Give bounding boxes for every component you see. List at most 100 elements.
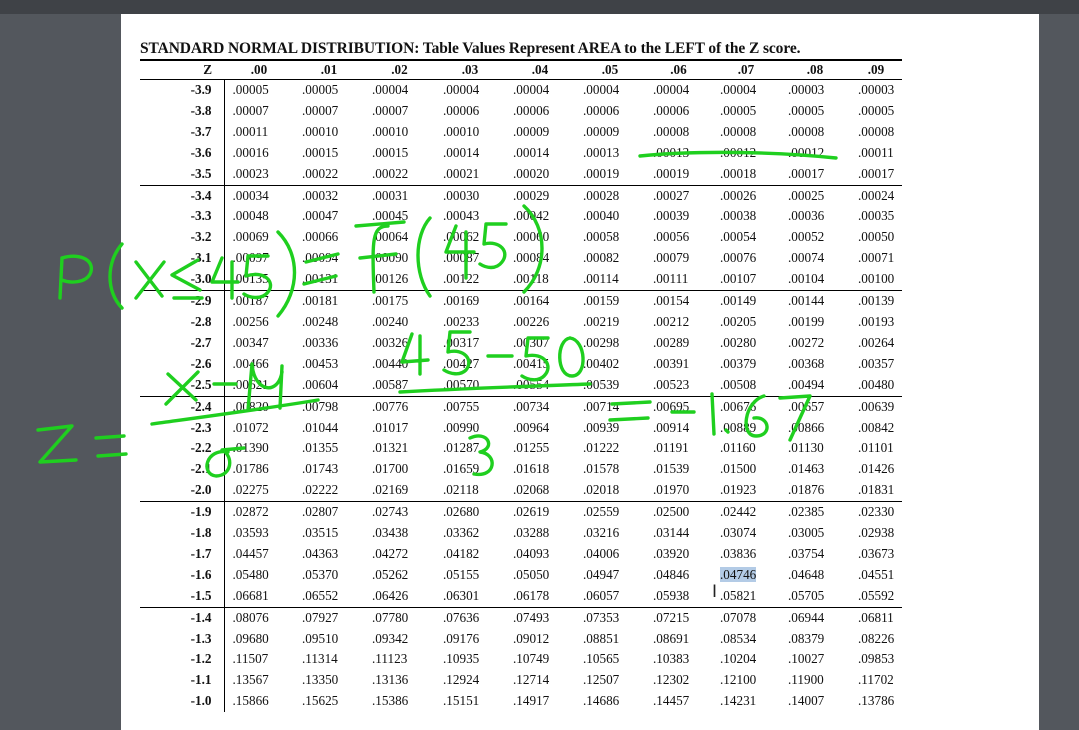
- probability-cell[interactable]: .01426: [850, 459, 902, 480]
- probability-cell[interactable]: .04648: [780, 565, 850, 586]
- probability-cell[interactable]: .00007: [294, 101, 364, 122]
- probability-cell[interactable]: .00842: [850, 418, 902, 439]
- probability-cell[interactable]: .14686: [575, 691, 645, 712]
- probability-cell[interactable]: .00021: [435, 164, 505, 185]
- probability-cell[interactable]: .00289: [645, 333, 712, 354]
- probability-cell[interactable]: .10749: [505, 649, 575, 670]
- probability-cell[interactable]: .10383: [645, 649, 712, 670]
- probability-cell[interactable]: .00050: [850, 227, 902, 248]
- probability-cell[interactable]: .12714: [505, 670, 575, 691]
- probability-cell[interactable]: .00060: [505, 227, 575, 248]
- probability-cell[interactable]: .13567: [224, 670, 294, 691]
- probability-cell[interactable]: .00006: [575, 101, 645, 122]
- probability-cell[interactable]: .06811: [850, 606, 902, 629]
- probability-cell[interactable]: .00379: [712, 354, 780, 375]
- probability-cell[interactable]: .15866: [224, 691, 294, 712]
- probability-cell[interactable]: .08691: [645, 629, 712, 650]
- probability-cell[interactable]: .00539: [575, 375, 645, 396]
- probability-cell[interactable]: .02330: [850, 501, 902, 524]
- probability-cell[interactable]: .00776: [364, 395, 435, 418]
- probability-cell[interactable]: .00003: [850, 80, 902, 101]
- probability-cell[interactable]: .13136: [364, 670, 435, 691]
- probability-cell[interactable]: .00570: [435, 375, 505, 396]
- probability-cell[interactable]: .00187: [224, 290, 294, 312]
- probability-cell[interactable]: .00004: [435, 80, 505, 101]
- probability-cell[interactable]: .10565: [575, 649, 645, 670]
- probability-cell[interactable]: .00139: [850, 290, 902, 312]
- probability-cell[interactable]: .02118: [435, 480, 505, 501]
- probability-cell[interactable]: .06944: [780, 606, 850, 629]
- probability-cell[interactable]: .10204: [712, 649, 780, 670]
- probability-cell[interactable]: .00066: [294, 227, 364, 248]
- probability-cell[interactable]: .00012: [712, 143, 780, 164]
- probability-cell[interactable]: .00015: [364, 143, 435, 164]
- probability-cell[interactable]: .03216: [575, 523, 645, 544]
- probability-cell[interactable]: .00005: [294, 80, 364, 101]
- probability-cell[interactable]: .00056: [645, 227, 712, 248]
- probability-cell[interactable]: .00005: [224, 80, 294, 101]
- probability-cell[interactable]: .00714: [575, 395, 645, 418]
- probability-cell[interactable]: .15151: [435, 691, 505, 712]
- probability-cell[interactable]: .00453: [294, 354, 364, 375]
- probability-cell[interactable]: .00022: [364, 164, 435, 185]
- probability-cell[interactable]: .00076: [712, 248, 780, 269]
- probability-cell[interactable]: .01876: [780, 480, 850, 501]
- probability-cell[interactable]: .00676: [712, 395, 780, 418]
- probability-cell[interactable]: .00131: [294, 269, 364, 290]
- probability-cell[interactable]: .00034: [224, 184, 294, 207]
- probability-cell[interactable]: .00014: [435, 143, 505, 164]
- probability-cell[interactable]: .00415: [505, 354, 575, 375]
- probability-cell[interactable]: .00212: [645, 312, 712, 333]
- probability-cell[interactable]: .00914: [645, 418, 712, 439]
- probability-cell[interactable]: .09510: [294, 629, 364, 650]
- probability-cell[interactable]: .10027: [780, 649, 850, 670]
- probability-cell[interactable]: .00006: [505, 101, 575, 122]
- probability-cell[interactable]: .02275: [224, 480, 294, 501]
- probability-cell[interactable]: .04272: [364, 544, 435, 565]
- probability-cell[interactable]: .03362: [435, 523, 505, 544]
- probability-cell[interactable]: .00889: [712, 418, 780, 439]
- probability-cell[interactable]: .13786: [850, 691, 902, 712]
- probability-cell[interactable]: .00126: [364, 269, 435, 290]
- probability-cell[interactable]: .00022: [294, 164, 364, 185]
- probability-cell[interactable]: .00604: [294, 375, 364, 396]
- probability-cell[interactable]: .00035: [850, 206, 902, 227]
- probability-cell[interactable]: .00019: [575, 164, 645, 185]
- probability-cell[interactable]: .00402: [575, 354, 645, 375]
- probability-cell[interactable]: .00082: [575, 248, 645, 269]
- probability-cell[interactable]: .03754: [780, 544, 850, 565]
- probability-cell[interactable]: .00104: [780, 269, 850, 290]
- probability-cell[interactable]: .00219: [575, 312, 645, 333]
- probability-cell[interactable]: .00368: [780, 354, 850, 375]
- probability-cell[interactable]: .00964: [505, 418, 575, 439]
- probability-cell[interactable]: .00347: [224, 333, 294, 354]
- probability-cell[interactable]: .00007: [224, 101, 294, 122]
- probability-cell[interactable]: .01072: [224, 418, 294, 439]
- probability-cell[interactable]: .06552: [294, 586, 364, 607]
- probability-cell[interactable]: .07780: [364, 606, 435, 629]
- probability-cell[interactable]: .00114: [575, 269, 645, 290]
- probability-cell[interactable]: .00100: [850, 269, 902, 290]
- probability-cell[interactable]: .00205: [712, 312, 780, 333]
- probability-cell[interactable]: .00164: [505, 290, 575, 312]
- probability-cell[interactable]: .05938: [645, 586, 712, 607]
- probability-cell[interactable]: .00023: [224, 164, 294, 185]
- probability-cell[interactable]: .01923: [712, 480, 780, 501]
- probability-cell[interactable]: .00048: [224, 206, 294, 227]
- probability-cell[interactable]: .00054: [712, 227, 780, 248]
- probability-cell[interactable]: .00149: [712, 290, 780, 312]
- probability-cell[interactable]: .02559: [575, 501, 645, 524]
- probability-cell[interactable]: .00047: [294, 206, 364, 227]
- probability-cell[interactable]: .14457: [645, 691, 712, 712]
- probability-cell[interactable]: .09853: [850, 649, 902, 670]
- probability-cell[interactable]: .00175: [364, 290, 435, 312]
- probability-cell[interactable]: .02807: [294, 501, 364, 524]
- probability-cell[interactable]: .01786: [224, 459, 294, 480]
- probability-cell[interactable]: .00018: [712, 164, 780, 185]
- probability-cell[interactable]: .00087: [435, 248, 505, 269]
- probability-cell[interactable]: .00135: [224, 269, 294, 290]
- probability-cell[interactable]: .00062: [435, 227, 505, 248]
- probability-cell[interactable]: .00256: [224, 312, 294, 333]
- probability-cell[interactable]: .01618: [505, 459, 575, 480]
- probability-cell[interactable]: .11123: [364, 649, 435, 670]
